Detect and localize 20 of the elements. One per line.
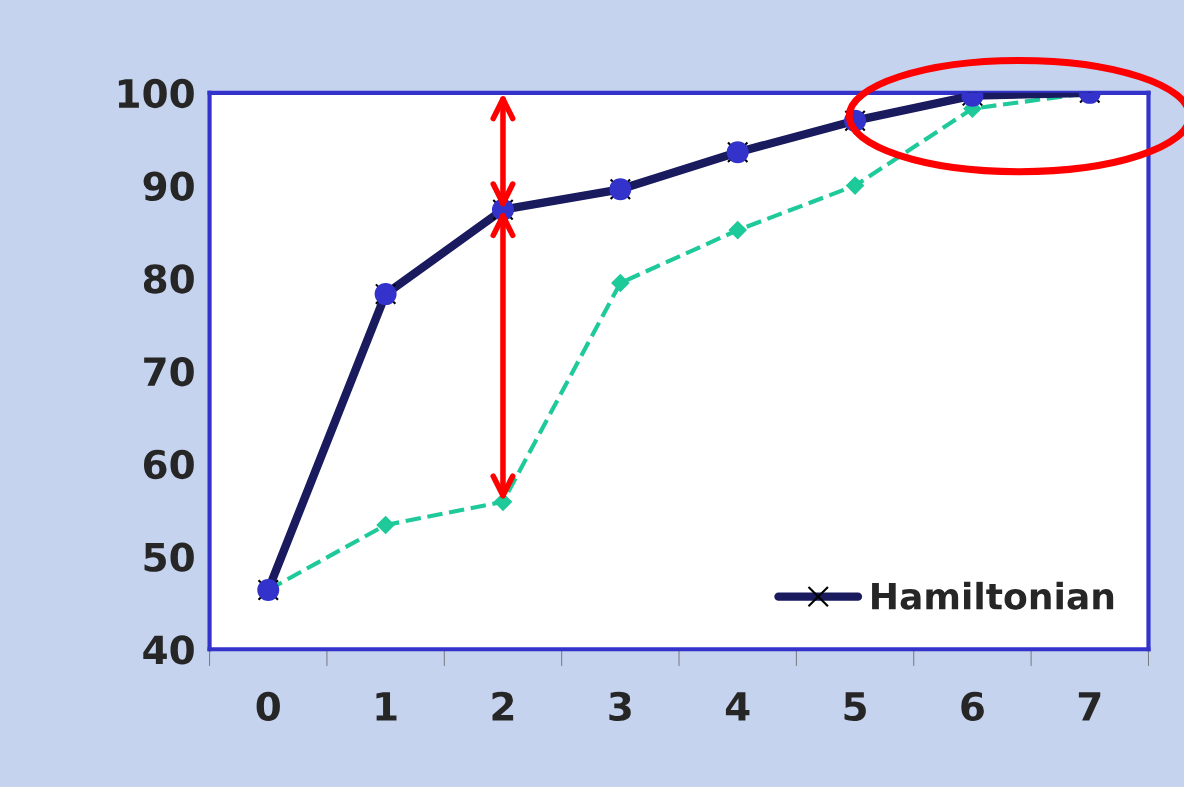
x-tick-label: 1 (376, 692, 397, 721)
x-tick-label: 7 (1078, 692, 1101, 721)
y-tick-label: 90 (143, 171, 194, 201)
y-tick-label: 70 (144, 356, 194, 387)
x-tick-label: 0 (256, 691, 280, 722)
y-tick-label: 60 (143, 449, 194, 480)
y-tick-label: 50 (144, 542, 194, 572)
x-tick-label: 4 (725, 692, 750, 721)
x-tick-label: 5 (844, 692, 866, 722)
point (611, 274, 630, 292)
x-tick-label: 6 (961, 691, 984, 722)
x-tick-label: 3 (609, 691, 631, 722)
legend-label: Hamiltonian (872, 581, 1114, 610)
y-tick-label: 80 (143, 264, 194, 294)
point (728, 221, 747, 240)
y-tick-label: 100 (118, 78, 194, 109)
point (846, 176, 864, 195)
y-tick-label: 40 (143, 635, 194, 665)
x-tick-label: 2 (492, 691, 514, 721)
point (376, 516, 395, 534)
